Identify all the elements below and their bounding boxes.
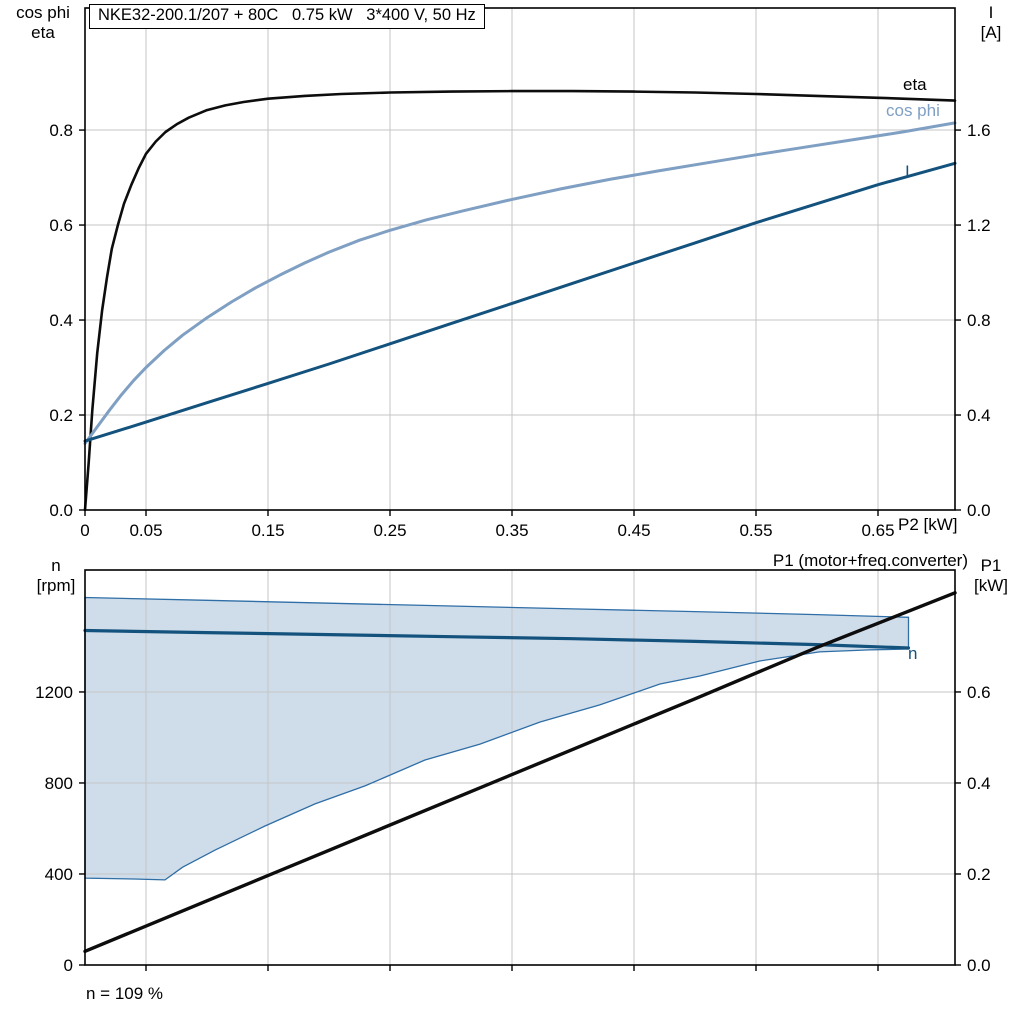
y-right-tick-label: 0.2 (967, 865, 991, 884)
bottom-chart-border (84, 569, 956, 966)
I-curve (83, 161, 957, 443)
cos-phi-curve-label: cos phi (886, 101, 940, 120)
n-curve (83, 628, 911, 650)
eta-curve-label: eta (903, 75, 927, 94)
axis-title-speed: n (51, 556, 61, 575)
y-right-tick-label: 1.2 (967, 216, 991, 235)
axis-title-current-unit: [A] (980, 23, 1002, 42)
axis-title-p1-unit: [kW] (974, 576, 1008, 595)
bottom-left-axis-title: n [rpm] (22, 556, 90, 596)
cos-phi-curve (83, 121, 957, 445)
x-tick-label: 0.65 (861, 521, 894, 540)
y-right-tick-label: 0.0 (967, 956, 991, 975)
p1-curve-label: P1 (motor+freq.converter) (772, 551, 968, 570)
y-left-tick-label: 0 (64, 956, 73, 975)
speed-curve-label: n (908, 644, 918, 663)
top-left-axis-title: cos phi eta (4, 3, 82, 43)
y-right-tick-label: 0.8 (967, 311, 991, 330)
x-tick-label: 0.35 (495, 521, 528, 540)
y-left-tick-label: 0.4 (49, 311, 73, 330)
y-left-tick-label: 0.8 (49, 121, 73, 140)
speed-range-band-fill (85, 597, 909, 880)
y-right-tick-label: 1.6 (967, 121, 991, 140)
speed-range-band-outline (84, 596, 910, 881)
eta-curve (83, 89, 957, 512)
top-right-axis-title: I [A] (962, 3, 1020, 43)
P1-curve (83, 591, 957, 953)
x-tick-label: 0.25 (373, 521, 406, 540)
x-tick-label: 0.45 (617, 521, 650, 540)
y-left-tick-label: 0.0 (49, 501, 73, 520)
x-tick-label: 0.05 (129, 521, 162, 540)
y-left-tick-label: 400 (45, 865, 73, 884)
current-curve-label: I (905, 162, 910, 181)
y-left-tick-label: 800 (45, 774, 73, 793)
y-right-tick-label: 0.4 (967, 406, 991, 425)
axis-title-p1: P1 (980, 556, 1002, 575)
x-tick-label: 0 (80, 521, 89, 540)
axis-title-current: I (988, 3, 994, 22)
bottom-right-axis-title: P1 [kW] (962, 556, 1020, 596)
y-left-tick-label: 0.6 (49, 216, 73, 235)
x-tick-label: 0.55 (739, 521, 772, 540)
y-right-tick-label: 0.0 (967, 501, 991, 520)
axis-title-eta: eta (31, 23, 55, 42)
x-axis-title: P2 [kW] (898, 515, 958, 534)
y-left-tick-label: 1200 (35, 683, 73, 702)
axis-title-speed-unit: [rpm] (36, 576, 76, 595)
axis-title-cos-phi: cos phi (16, 3, 70, 22)
y-left-tick-label: 0.2 (49, 406, 73, 425)
y-right-tick-label: 0.6 (967, 683, 991, 702)
y-right-tick-label: 0.4 (967, 774, 991, 793)
speed-percentage-note: n = 109 % (86, 984, 164, 1003)
top-chart-border (84, 7, 956, 511)
chart-title: NKE32-200.1/207 + 80C 0.75 kW 3*400 V, 5… (89, 4, 485, 29)
x-tick-label: 0.15 (251, 521, 284, 540)
